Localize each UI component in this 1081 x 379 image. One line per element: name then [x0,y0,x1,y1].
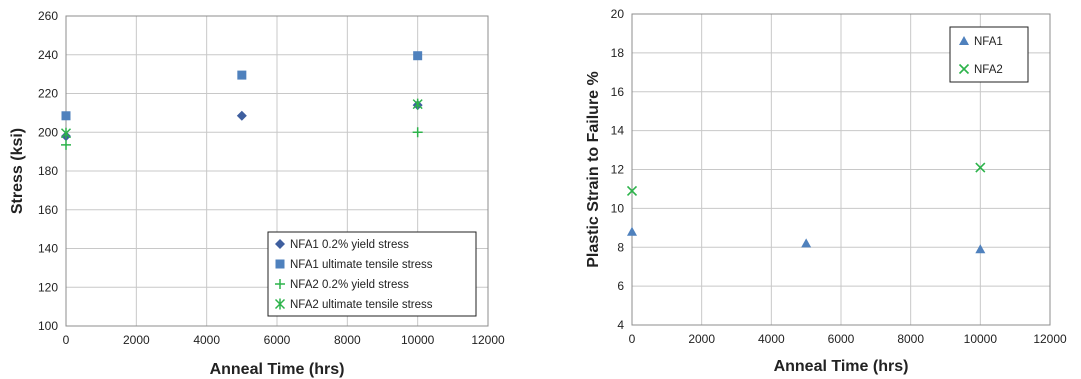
series-nfa1 [627,226,986,254]
plot-area-frame [631,13,1051,326]
series-nfa2 [626,162,986,196]
series-nfa2-0-2-yield-stress [61,127,423,150]
x-tick-label: 12000 [1033,332,1067,346]
legend-marker [274,298,286,310]
data-point [413,51,423,61]
x-tick-label: 8000 [897,332,924,346]
x-tick-label: 6000 [264,333,291,347]
legend-marker [275,239,285,249]
x-tick-label: 2000 [688,332,715,346]
y-tick-label: 10 [611,201,625,215]
y-tick-label: 16 [611,85,625,99]
y-tick-label: 160 [38,203,58,217]
legend-label: NFA1 ultimate tensile stress [290,259,433,271]
data-point [627,226,637,236]
legend-box [267,231,477,317]
y-tick-label: 240 [38,48,58,62]
x-tick-label: 2000 [123,333,150,347]
legend: NFA1 0.2% yield stress NFA1 ultimate tens… [267,231,477,317]
stress-chart: 0 2000 4000 6000 8000 10000 12000 100 120 140 160 1… [0,0,530,379]
data-point [61,139,71,150]
y-tick-label: 200 [38,125,58,139]
legend-label: NFA2 [974,64,1003,76]
legend-box [949,26,1029,83]
data-point [236,110,247,121]
y-tick-label: 260 [38,9,58,23]
x-tick-label: 4000 [758,332,785,346]
x-tick-label: 10000 [964,332,998,346]
y-tick-label: 18 [611,46,625,60]
strain-chart: 0 2000 4000 6000 8000 10000 12000 4 6 8 10 12 14 16 18… [560,0,1081,379]
x-tick-label: 12000 [471,333,505,347]
x-tick-label: 6000 [828,332,855,346]
data-point [61,111,71,121]
y-tick-label: 180 [38,164,58,178]
x-tick-label: 8000 [334,333,361,347]
plot-area-frame [65,15,489,327]
y-tick-label: 8 [617,240,624,254]
y-tick-label: 220 [38,87,58,101]
data-point [975,162,986,173]
y-axis-title: Plastic Strain to Failure % [585,71,602,268]
data-point [412,127,423,138]
y-tick-label: 20 [611,7,625,21]
y-tick-label: 120 [38,280,58,294]
y-tick-label: 12 [611,163,625,177]
y-tick-label: 6 [617,279,624,293]
x-tick-label: 10000 [401,333,435,347]
series-nfa2-ultimate-tensile-stress [60,98,423,139]
legend-marker [275,259,285,269]
data-point [237,70,247,80]
y-tick-label: 14 [611,124,625,138]
legend-label: NFA2 ultimate tensile stress [290,299,433,311]
strain-chart-svg: 0 2000 4000 6000 8000 10000 12000 4 6 8 10 12 14 16 18… [585,7,1067,375]
y-tick-label: 140 [38,242,58,256]
x-tick-label: 0 [629,332,636,346]
y-tick-label: 100 [38,319,58,333]
legend-label: NFA1 0.2% yield stress [290,239,409,251]
stress-chart-svg: 0 2000 4000 6000 8000 10000 12000 100 120 140 160 1… [9,9,505,378]
data-point [626,185,638,196]
legend-marker [275,279,285,289]
y-axis-title: Stress (ksi) [9,128,26,214]
x-tick-label: 0 [63,333,70,347]
data-point [801,238,812,248]
data-point [975,244,986,254]
data-point [412,98,423,110]
legend-label: NFA1 [974,36,1003,48]
y-tick-label: 4 [617,318,624,332]
legend-marker [958,63,970,75]
x-axis-title: Anneal Time (hrs) [774,358,909,375]
legend-marker [959,36,969,45]
x-tick-label: 4000 [193,333,220,347]
legend: NFA1 NFA2 [949,26,1029,83]
x-axis-title: Anneal Time (hrs) [210,361,345,378]
legend-label: NFA2 0.2% yield stress [290,279,409,291]
series-nfa1-0-2-yield-stress [61,100,423,142]
data-point [60,127,72,139]
series-nfa1-ultimate-tensile-stress [61,51,423,121]
